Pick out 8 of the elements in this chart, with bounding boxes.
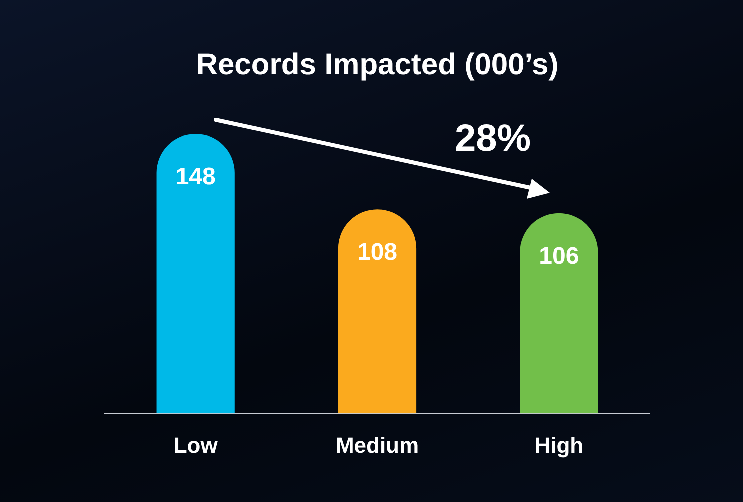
data-label: 148: [176, 164, 216, 191]
x-tick-label: High: [534, 432, 584, 458]
chart-title: Records Impacted (000’s): [196, 48, 559, 82]
data-label: 106: [539, 242, 580, 270]
x-tick-label: Medium: [336, 432, 420, 458]
data-label: 108: [357, 239, 398, 266]
x-tick-label: Low: [174, 432, 219, 458]
annotation: 28%: [455, 118, 532, 161]
